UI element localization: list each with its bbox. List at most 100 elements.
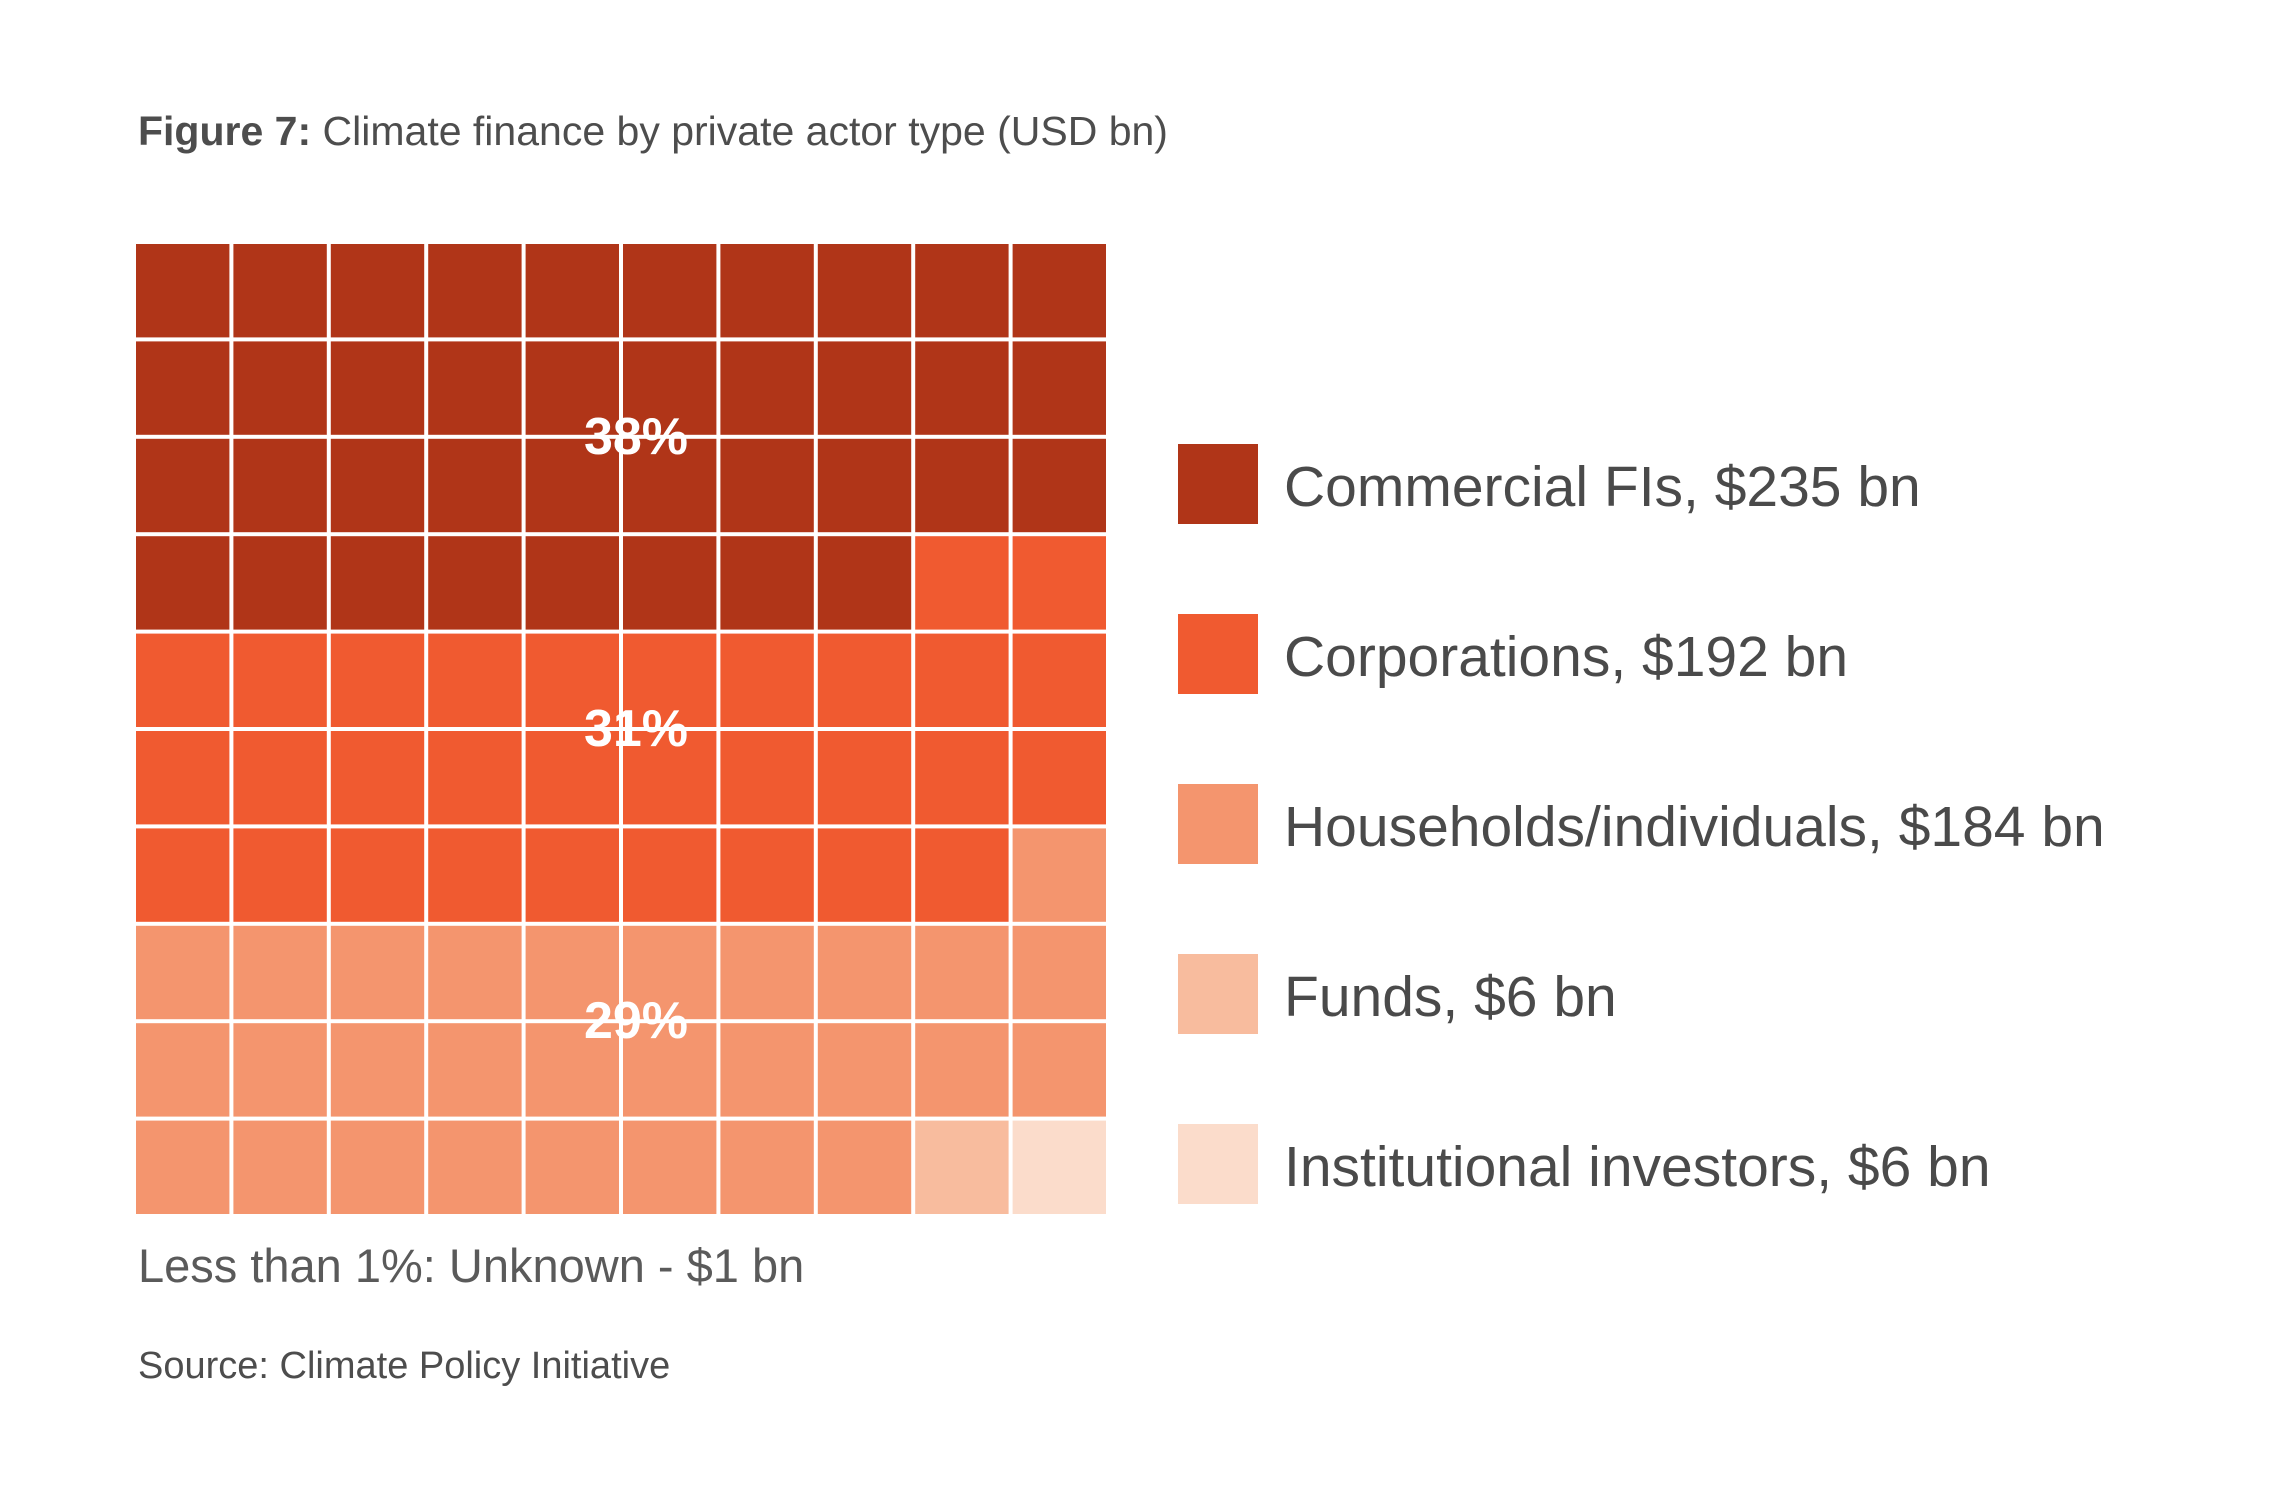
waffle-cell — [233, 536, 327, 630]
waffle-cell — [428, 633, 522, 727]
waffle-cell — [623, 633, 717, 727]
waffle-cell — [1012, 633, 1106, 727]
legend-swatch — [1178, 784, 1258, 864]
waffle-cell — [915, 244, 1009, 338]
legend-swatch — [1178, 954, 1258, 1034]
waffle-cell — [330, 731, 425, 825]
waffle-cell — [915, 925, 1009, 1020]
waffle-cell — [330, 925, 425, 1020]
waffle-cell — [330, 244, 425, 338]
figure-title-text: Climate finance by private actor type (U… — [322, 108, 1168, 154]
waffle-cell — [720, 731, 814, 825]
waffle-cell — [136, 341, 230, 435]
waffle-cell — [623, 244, 717, 338]
waffle-cell — [1012, 828, 1106, 922]
waffle-cell — [136, 633, 230, 727]
waffle-cell — [525, 341, 619, 435]
waffle-cell — [817, 341, 912, 435]
waffle-cell — [623, 341, 717, 435]
waffle-cell — [623, 536, 717, 630]
waffle-cell — [817, 438, 912, 533]
waffle-cell — [915, 731, 1009, 825]
figure-title: Figure 7: Climate finance by private act… — [138, 108, 1168, 155]
legend-label: Commercial FIs, $235 bn — [1284, 455, 1921, 519]
waffle-cell — [428, 1120, 522, 1214]
waffle-cell — [1012, 1120, 1106, 1214]
waffle-cell — [915, 1120, 1009, 1214]
waffle-cell — [915, 536, 1009, 630]
waffle-cell — [525, 438, 619, 533]
waffle-cell — [817, 1023, 912, 1117]
waffle-cell — [720, 1120, 814, 1214]
waffle-cell — [623, 828, 717, 922]
waffle-cell — [233, 828, 327, 922]
waffle-cell — [428, 341, 522, 435]
waffle-cell — [525, 536, 619, 630]
waffle-cell — [525, 828, 619, 922]
waffle-cell — [1012, 1023, 1106, 1117]
waffle-cell — [623, 731, 717, 825]
waffle-cell — [525, 1023, 619, 1117]
waffle-cell — [1012, 731, 1106, 825]
waffle-cell — [233, 1023, 327, 1117]
waffle-cell — [817, 633, 912, 727]
waffle-cell — [915, 828, 1009, 922]
waffle-cell — [915, 1023, 1009, 1117]
waffle-cell — [817, 244, 912, 338]
waffle-cell — [525, 633, 619, 727]
waffle-cell — [623, 1120, 717, 1214]
waffle-cell — [525, 244, 619, 338]
waffle-cell — [525, 731, 619, 825]
waffle-cell — [1012, 244, 1106, 338]
waffle-cell — [136, 244, 230, 338]
waffle-cell — [623, 925, 717, 1020]
waffle-cell — [330, 1120, 425, 1214]
waffle-cell — [1012, 925, 1106, 1020]
waffle-chart-svg: 38% 31% 29% — [136, 244, 1106, 1214]
waffle-cell — [136, 1120, 230, 1214]
source-note: Source: Climate Policy Initiative — [138, 1345, 671, 1387]
waffle-cell — [233, 925, 327, 1020]
waffle-cell — [817, 1120, 912, 1214]
waffle-cell — [915, 341, 1009, 435]
waffle-cell — [233, 438, 327, 533]
waffle-cell — [428, 438, 522, 533]
waffle-cell — [428, 244, 522, 338]
percent-label: 29% — [584, 992, 688, 1050]
waffle-cell — [720, 438, 814, 533]
waffle-cell — [1012, 438, 1106, 533]
waffle-cell — [525, 925, 619, 1020]
waffle-cell — [330, 536, 425, 630]
waffle-cell — [525, 1120, 619, 1214]
waffle-cell — [136, 731, 230, 825]
waffle-cell — [330, 341, 425, 435]
waffle-cell — [623, 1023, 717, 1117]
legend-swatch — [1178, 1124, 1258, 1204]
waffle-cell — [330, 828, 425, 922]
waffle-cell — [915, 438, 1009, 533]
waffle-cell — [233, 1120, 327, 1214]
percent-label: 31% — [584, 700, 688, 758]
waffle-cell — [1012, 536, 1106, 630]
waffle-cell — [136, 828, 230, 922]
unknown-note: Less than 1%: Unknown - $1 bn — [138, 1239, 805, 1292]
waffle-cell — [817, 925, 912, 1020]
waffle-cell — [330, 438, 425, 533]
legend-label: Institutional investors, $6 bn — [1284, 1135, 1991, 1199]
waffle-cell — [233, 633, 327, 727]
waffle-cell — [720, 633, 814, 727]
waffle-cell — [233, 731, 327, 825]
legend-swatch — [1178, 444, 1258, 524]
waffle-cell — [817, 828, 912, 922]
waffle-cell — [720, 341, 814, 435]
waffle-cell — [720, 828, 814, 922]
waffle-cell — [915, 633, 1009, 727]
waffle-cell — [720, 925, 814, 1020]
waffle-cell — [428, 731, 522, 825]
waffle-cell — [623, 438, 717, 533]
waffle-cell — [330, 633, 425, 727]
waffle-cell — [1012, 341, 1106, 435]
waffle-cell — [428, 1023, 522, 1117]
percent-label: 38% — [584, 408, 688, 466]
waffle-cell — [720, 244, 814, 338]
